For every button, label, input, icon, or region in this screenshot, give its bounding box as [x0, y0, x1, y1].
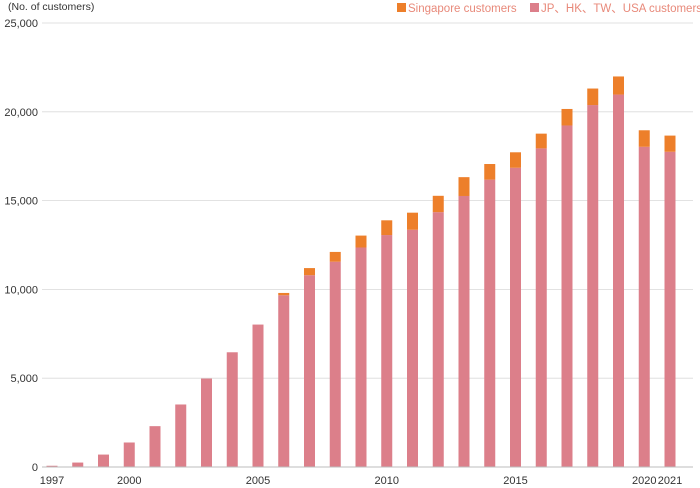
- bar-jp-hk-tw-usa-2005: [252, 324, 264, 467]
- bar-jp-hk-tw-usa-2002: [175, 404, 187, 467]
- x-tick-label: 2000: [117, 475, 141, 487]
- bar-singapore-2010: [381, 220, 393, 236]
- bar-jp-hk-tw-usa-2001: [149, 426, 161, 467]
- bar-jp-hk-tw-usa-2020: [638, 146, 650, 467]
- bar-jp-hk-tw-usa-2011: [407, 229, 418, 467]
- bar-singapore-2013: [458, 177, 470, 196]
- bar-jp-hk-tw-usa-2000: [123, 442, 135, 467]
- x-tick-label: 2021: [658, 475, 682, 487]
- bar-jp-hk-tw-usa-2015: [510, 167, 521, 467]
- bar-jp-hk-tw-usa-2016: [535, 148, 547, 467]
- bars: [46, 76, 676, 468]
- bar-singapore-2012: [432, 195, 444, 213]
- y-tick-label: 0: [32, 462, 38, 474]
- y-tick-label: 20,000: [4, 107, 38, 119]
- x-tick-label: 2015: [503, 475, 527, 487]
- bar-singapore-2009: [355, 235, 367, 248]
- bar-singapore-2011: [407, 212, 418, 230]
- legend: Singapore customers JP、HK、TW、USA custome…: [397, 3, 700, 15]
- bar-singapore-2015: [510, 152, 521, 168]
- y-axis-unit-label: (No. of customers): [8, 1, 94, 13]
- bar-jp-hk-tw-usa-2012: [432, 212, 444, 467]
- bar-jp-hk-tw-usa-2004: [226, 352, 238, 467]
- y-tick-label: 25,000: [4, 18, 38, 30]
- y-tick-label: 15,000: [4, 196, 38, 208]
- legend-label-jp-hk-tw-usa: JP、HK、TW、USA customers: [541, 3, 700, 15]
- bar-jp-hk-tw-usa-2017: [561, 125, 573, 468]
- x-tick-label: 2005: [246, 475, 270, 487]
- gridlines: [42, 22, 693, 379]
- bar-singapore-2016: [535, 133, 547, 149]
- bar-singapore-2019: [613, 76, 624, 95]
- bar-jp-hk-tw-usa-2021: [664, 151, 676, 467]
- bar-singapore-2020: [638, 130, 650, 147]
- bar-singapore-2021: [664, 135, 676, 152]
- x-axis-ticks: 1997 2000 2005 2010 2015 2020 2021: [40, 475, 682, 487]
- bar-jp-hk-tw-usa-1997: [46, 465, 58, 467]
- bar-singapore-2006: [278, 292, 290, 296]
- legend-swatch-singapore: [397, 3, 406, 12]
- bar-jp-hk-tw-usa-2007: [304, 275, 315, 467]
- y-tick-label: 10,000: [4, 284, 38, 296]
- x-tick-label: 2020: [632, 475, 656, 487]
- bar-jp-hk-tw-usa-2008: [329, 261, 341, 467]
- bar-singapore-2018: [587, 88, 599, 106]
- bar-jp-hk-tw-usa-2009: [355, 247, 367, 467]
- x-tick-label: 1997: [40, 475, 64, 487]
- bar-jp-hk-tw-usa-2014: [484, 179, 496, 468]
- bar-jp-hk-tw-usa-2019: [613, 94, 624, 467]
- x-tick-label: 2010: [375, 475, 399, 487]
- bar-singapore-2014: [484, 164, 496, 180]
- bar-jp-hk-tw-usa-2006: [278, 295, 290, 467]
- bar-jp-hk-tw-usa-2018: [587, 105, 599, 467]
- bar-jp-hk-tw-usa-2003: [201, 378, 212, 467]
- bar-singapore-2007: [304, 268, 315, 276]
- legend-label-singapore: Singapore customers: [408, 3, 517, 15]
- y-axis-ticks: 0 5,000 10,000 15,000 20,000 25,000: [4, 18, 38, 474]
- bar-jp-hk-tw-usa-1999: [98, 454, 109, 467]
- bar-jp-hk-tw-usa-2010: [381, 235, 393, 467]
- bar-singapore-2017: [561, 108, 573, 126]
- legend-swatch-jp-hk-tw-usa: [530, 3, 539, 12]
- bar-jp-hk-tw-usa-1998: [72, 462, 84, 467]
- bar-jp-hk-tw-usa-2013: [458, 195, 470, 467]
- y-tick-label: 5,000: [10, 373, 38, 385]
- bar-singapore-2008: [329, 251, 341, 262]
